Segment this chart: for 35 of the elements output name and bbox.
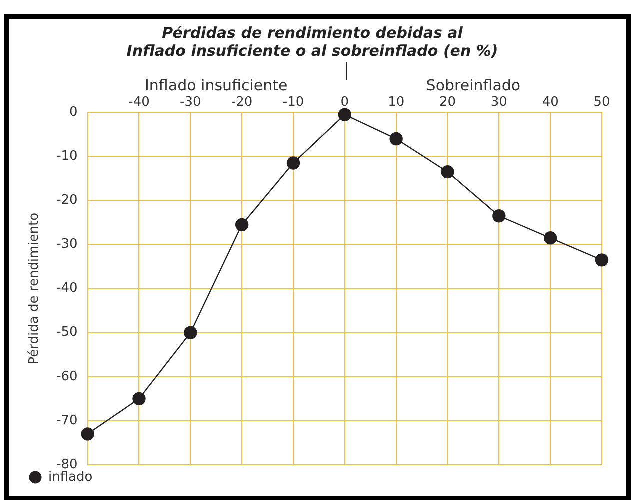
- y-tick-label: -10: [56, 149, 78, 164]
- x-tick-label: 0: [340, 95, 350, 110]
- x-tick-label: 30: [490, 95, 508, 110]
- point: [544, 232, 558, 245]
- x-tick-label: -10: [282, 95, 304, 110]
- text: Sobreinflado: [426, 76, 521, 94]
- x-tick-label: -40: [128, 95, 150, 110]
- point: [595, 254, 609, 267]
- legend-label: inflado: [48, 470, 93, 485]
- chart-title: Pérdidas de rendimiento debidas al Inflado insuficiente o al sobreinflado (en %): [126, 24, 498, 60]
- x-tick-label: 20: [439, 95, 456, 110]
- x-tick-label: 40: [542, 95, 559, 110]
- y-tick-label: -30: [56, 237, 78, 252]
- y-axis-title: Pérdida de rendimiento: [27, 212, 42, 365]
- point: [390, 132, 403, 146]
- y-tick-label: -50: [56, 325, 78, 340]
- point: [441, 165, 454, 179]
- point: [492, 210, 506, 223]
- point: [286, 156, 300, 170]
- y-tick-label: -40: [56, 281, 78, 296]
- point: [235, 218, 249, 232]
- text: Inflado insuficiente: [145, 76, 288, 94]
- y-tick-label: -20: [56, 193, 78, 208]
- x-tick-label: -20: [231, 95, 253, 110]
- point: [338, 108, 352, 122]
- y-tick-label: -80: [56, 457, 78, 472]
- y-tick-label: -60: [56, 369, 78, 384]
- x-tick-label: 50: [594, 95, 610, 110]
- y-tick-label: 0: [70, 104, 78, 120]
- point: [81, 428, 94, 441]
- point: [184, 326, 198, 340]
- x-tick-label: 10: [388, 95, 405, 110]
- x-tick-label: -30: [180, 95, 202, 110]
- point: [132, 392, 146, 406]
- y-tick-label: -70: [56, 413, 78, 428]
